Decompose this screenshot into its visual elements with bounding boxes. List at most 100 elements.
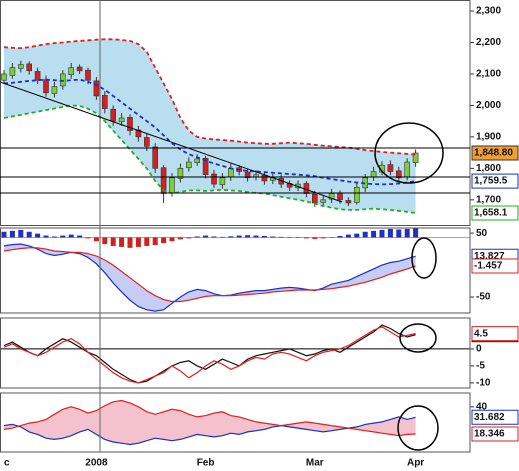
candle-body <box>93 80 100 97</box>
histogram-bar <box>1 231 7 238</box>
histogram-bar <box>245 235 251 238</box>
y-tick-label: -10 <box>476 378 491 389</box>
candle-body <box>144 137 150 147</box>
x-tick-label: 2008 <box>85 458 108 469</box>
candle-body <box>186 161 192 169</box>
histogram-bar <box>35 233 41 238</box>
band-fill <box>4 244 416 312</box>
candle-body <box>169 177 175 194</box>
histogram-bar <box>186 237 192 239</box>
value-label: 1,848.80 <box>474 148 513 159</box>
histogram-bar <box>77 235 83 238</box>
histogram-bar <box>203 235 209 238</box>
candle-body <box>127 117 133 131</box>
band-fill <box>4 39 416 213</box>
value-label: 13.827 <box>474 251 505 262</box>
candle-body <box>395 170 402 179</box>
candle-body <box>135 129 142 138</box>
x-tick-label: Apr <box>407 458 424 469</box>
candle-body <box>76 66 83 72</box>
value-label: -1.457 <box>474 261 503 272</box>
histogram-bar <box>26 231 32 238</box>
candle-body <box>34 71 41 81</box>
histogram-bar <box>396 229 402 238</box>
histogram-bar <box>345 234 351 238</box>
candle-body <box>345 200 352 204</box>
band-fill <box>4 400 416 445</box>
histogram-bar <box>211 236 217 238</box>
y-tick-label: 2,000 <box>476 100 501 111</box>
histogram-bar <box>312 237 318 239</box>
candle-body <box>219 177 226 186</box>
value-box <box>471 205 519 221</box>
y-tick-label: 1,900 <box>476 132 501 143</box>
histogram-bar <box>60 235 66 238</box>
value-label: 18.346 <box>474 429 505 440</box>
candle-body <box>412 152 419 163</box>
histogram-bar <box>177 237 183 240</box>
trend-line <box>0 81 343 203</box>
value-label: 4.5 <box>474 328 488 339</box>
candle-body <box>228 168 234 178</box>
series-line <box>3 326 416 384</box>
annotation-circle <box>374 122 444 184</box>
histogram-bar <box>152 237 158 245</box>
value-box <box>471 145 519 161</box>
histogram-bar <box>119 237 125 247</box>
candle-body <box>353 186 360 203</box>
value-label: 1,759.5 <box>474 176 508 187</box>
histogram-bar <box>278 236 284 238</box>
value-box <box>471 258 519 274</box>
candle-body <box>211 173 217 185</box>
histogram-bar <box>295 237 301 239</box>
histogram-bar <box>413 228 419 238</box>
histogram-bar <box>127 237 133 248</box>
histogram-bar <box>253 235 259 238</box>
histogram-bar <box>18 229 24 238</box>
candle-body <box>102 95 108 109</box>
histogram-bar <box>85 237 91 239</box>
histogram-bar <box>371 230 377 238</box>
candle-body <box>328 193 335 200</box>
candle-body <box>51 86 58 94</box>
histogram-bar <box>169 237 175 242</box>
y-tick-label: 2,100 <box>476 69 501 80</box>
candle-body <box>337 192 343 201</box>
annotation-circle <box>399 323 437 353</box>
y-tick-label: 0 <box>476 344 482 355</box>
candle-body <box>177 168 184 179</box>
value-label: 31.682 <box>474 412 505 423</box>
histogram-bar <box>51 236 57 238</box>
candle-body <box>404 161 411 178</box>
value-label: 1,658.1 <box>474 208 508 219</box>
candle-body <box>387 164 394 172</box>
candle-body <box>320 199 327 203</box>
histogram-bar <box>337 235 343 238</box>
series-line <box>3 399 416 437</box>
candle-body <box>26 63 33 72</box>
histogram-bar <box>68 234 74 238</box>
histogram-bar <box>161 237 167 244</box>
histogram-bar <box>228 236 234 238</box>
series-line <box>3 78 416 186</box>
y-tick-label: 1,700 <box>476 194 501 205</box>
histogram-bar <box>236 235 242 238</box>
histogram-bar <box>303 237 309 239</box>
histogram-bar <box>404 228 410 238</box>
candle-body <box>152 146 158 169</box>
histogram-bar <box>320 237 326 239</box>
y-tick-label: 50 <box>476 228 488 239</box>
frames <box>0 0 471 453</box>
plot-layer <box>0 10 474 446</box>
annotation-circle <box>397 405 439 451</box>
candle-body <box>17 64 24 69</box>
candle-body <box>261 174 268 182</box>
panel-frame <box>0 0 471 226</box>
y-tick-label: 1,800 <box>476 163 501 174</box>
candle-body <box>68 67 74 75</box>
candle-body <box>370 171 377 178</box>
histogram-bar <box>43 235 49 238</box>
series-line <box>3 324 416 384</box>
histogram-bar <box>219 236 225 238</box>
